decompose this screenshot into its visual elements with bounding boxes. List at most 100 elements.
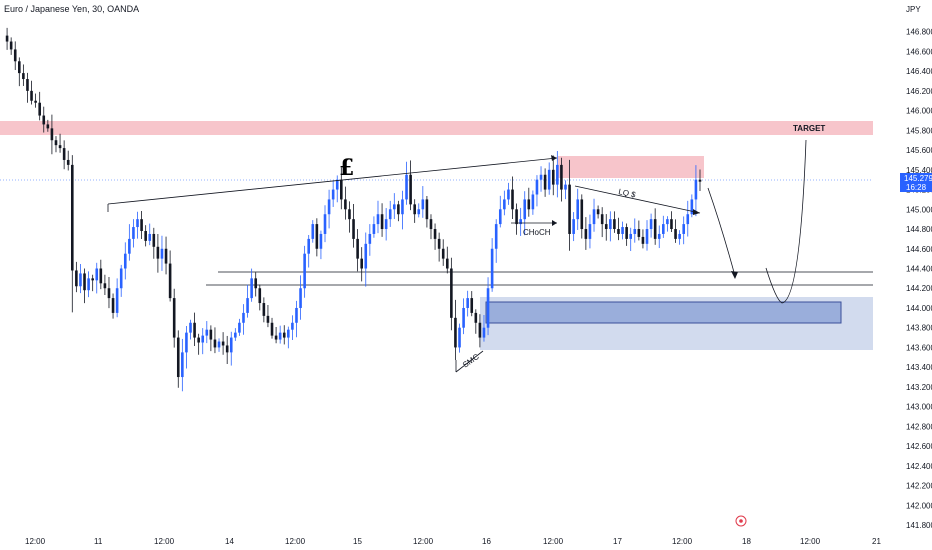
candle-bullish[interactable] [201,335,205,343]
candle-bullish[interactable] [364,243,368,269]
candle-bearish[interactable] [604,224,608,230]
candle-bearish[interactable] [209,329,213,340]
candle-bearish[interactable] [46,124,50,129]
candle-bearish[interactable] [478,322,482,338]
candle-bearish[interactable] [511,189,514,210]
candle-bullish[interactable] [295,307,298,323]
supply-box[interactable] [558,156,704,178]
candle-bearish[interactable] [66,159,70,165]
candle-bearish[interactable] [225,345,229,353]
candle-bearish[interactable] [58,145,62,149]
candle-bearish[interactable] [340,179,343,200]
candle-bearish[interactable] [22,73,25,80]
candle-bullish[interactable] [657,233,661,239]
candle-bearish[interactable] [409,174,412,205]
candle-bearish[interactable] [450,268,453,318]
candle-bearish[interactable] [156,246,160,259]
candle-bearish[interactable] [560,164,563,190]
candle-bullish[interactable] [531,194,535,210]
candle-bullish[interactable] [682,224,685,234]
candle-bullish[interactable] [556,164,559,185]
candle-bearish[interactable] [26,79,29,91]
candle-bearish[interactable] [653,219,657,239]
candle-bearish[interactable] [254,278,258,289]
candle-bullish[interactable] [690,199,694,215]
candle-bullish[interactable] [539,174,543,180]
candle-bearish[interactable] [107,288,111,299]
candle-bearish[interactable] [674,229,677,239]
candle-bullish[interactable] [311,224,315,239]
candle-bullish[interactable] [189,322,192,333]
candle-bullish[interactable] [246,298,249,313]
candle-bearish[interactable] [30,90,33,101]
candle-bullish[interactable] [238,322,241,333]
candle-bearish[interactable] [596,209,600,215]
candle-bullish[interactable] [250,278,253,299]
candle-bearish[interactable] [437,238,441,249]
candle-bearish[interactable] [164,248,168,264]
candle-bullish[interactable] [535,179,539,195]
candle-bullish[interactable] [494,224,498,249]
candle-bearish[interactable] [221,341,225,346]
candle-bullish[interactable] [160,248,164,259]
candle-bearish[interactable] [625,227,628,239]
candle-bullish[interactable] [507,189,510,200]
candle-bullish[interactable] [564,184,567,190]
candle-bearish[interactable] [75,270,78,287]
candle-bullish[interactable] [621,227,624,234]
candle-bullish[interactable] [401,199,404,215]
candle-bullish[interactable] [572,219,575,234]
candle-bullish[interactable] [79,273,82,287]
candle-bullish[interactable] [278,332,282,340]
time-axis[interactable]: 12:00 11 12:00 14 12:00 15 12:00 16 12:00 17 12:00… [25,537,881,546]
candle-bullish[interactable] [645,229,649,244]
candle-bullish[interactable] [234,332,237,338]
candle-bullish[interactable] [123,253,127,269]
candle-bullish[interactable] [421,199,425,210]
candle-bullish[interactable] [519,219,522,225]
candle-bearish[interactable] [62,148,66,160]
candle-bearish[interactable] [54,140,58,146]
candle-bullish[interactable] [299,288,302,308]
candle-bullish[interactable] [181,352,184,378]
candle-bearish[interactable] [270,322,274,336]
candle-bullish[interactable] [335,179,339,190]
candle-bullish[interactable] [384,219,388,230]
candle-bearish[interactable] [103,283,107,289]
candle-bullish[interactable] [523,199,527,220]
candle-bullish[interactable] [609,219,612,230]
candle-bearish[interactable] [262,303,266,316]
candle-bullish[interactable] [205,329,209,336]
candle-bullish[interactable] [666,219,669,225]
candle-bullish[interactable] [686,214,690,225]
candle-bearish[interactable] [140,219,143,232]
candle-bearish[interactable] [5,35,9,42]
candle-bearish[interactable] [429,219,433,230]
candle-bearish[interactable] [348,209,351,220]
candle-bullish[interactable] [388,209,392,220]
candle-bullish[interactable] [462,307,465,328]
demand-inner-box[interactable] [485,301,842,324]
candle-bearish[interactable] [344,199,347,210]
candle-bearish[interactable] [551,169,555,185]
candle-bearish[interactable] [425,199,429,220]
candle-bearish[interactable] [38,102,41,116]
candle-bearish[interactable] [282,332,286,338]
lq-trendline[interactable] [574,185,701,214]
candle-bearish[interactable] [9,41,13,50]
candle-bearish[interactable] [413,204,416,215]
candle-bearish[interactable] [213,339,217,348]
upper-supply-band[interactable] [0,121,873,135]
candle-bullish[interactable] [466,298,469,308]
candle-bullish[interactable] [486,288,490,328]
candle-bearish[interactable] [172,298,176,338]
candle-bullish[interactable] [217,341,221,348]
candle-bullish[interactable] [629,233,633,239]
candle-bearish[interactable] [543,174,547,190]
candle-bearish[interactable] [568,184,571,234]
candle-bullish[interactable] [323,214,327,234]
candle-bullish[interactable] [662,224,665,234]
candle-bullish[interactable] [327,199,331,215]
candle-bearish[interactable] [441,248,445,259]
